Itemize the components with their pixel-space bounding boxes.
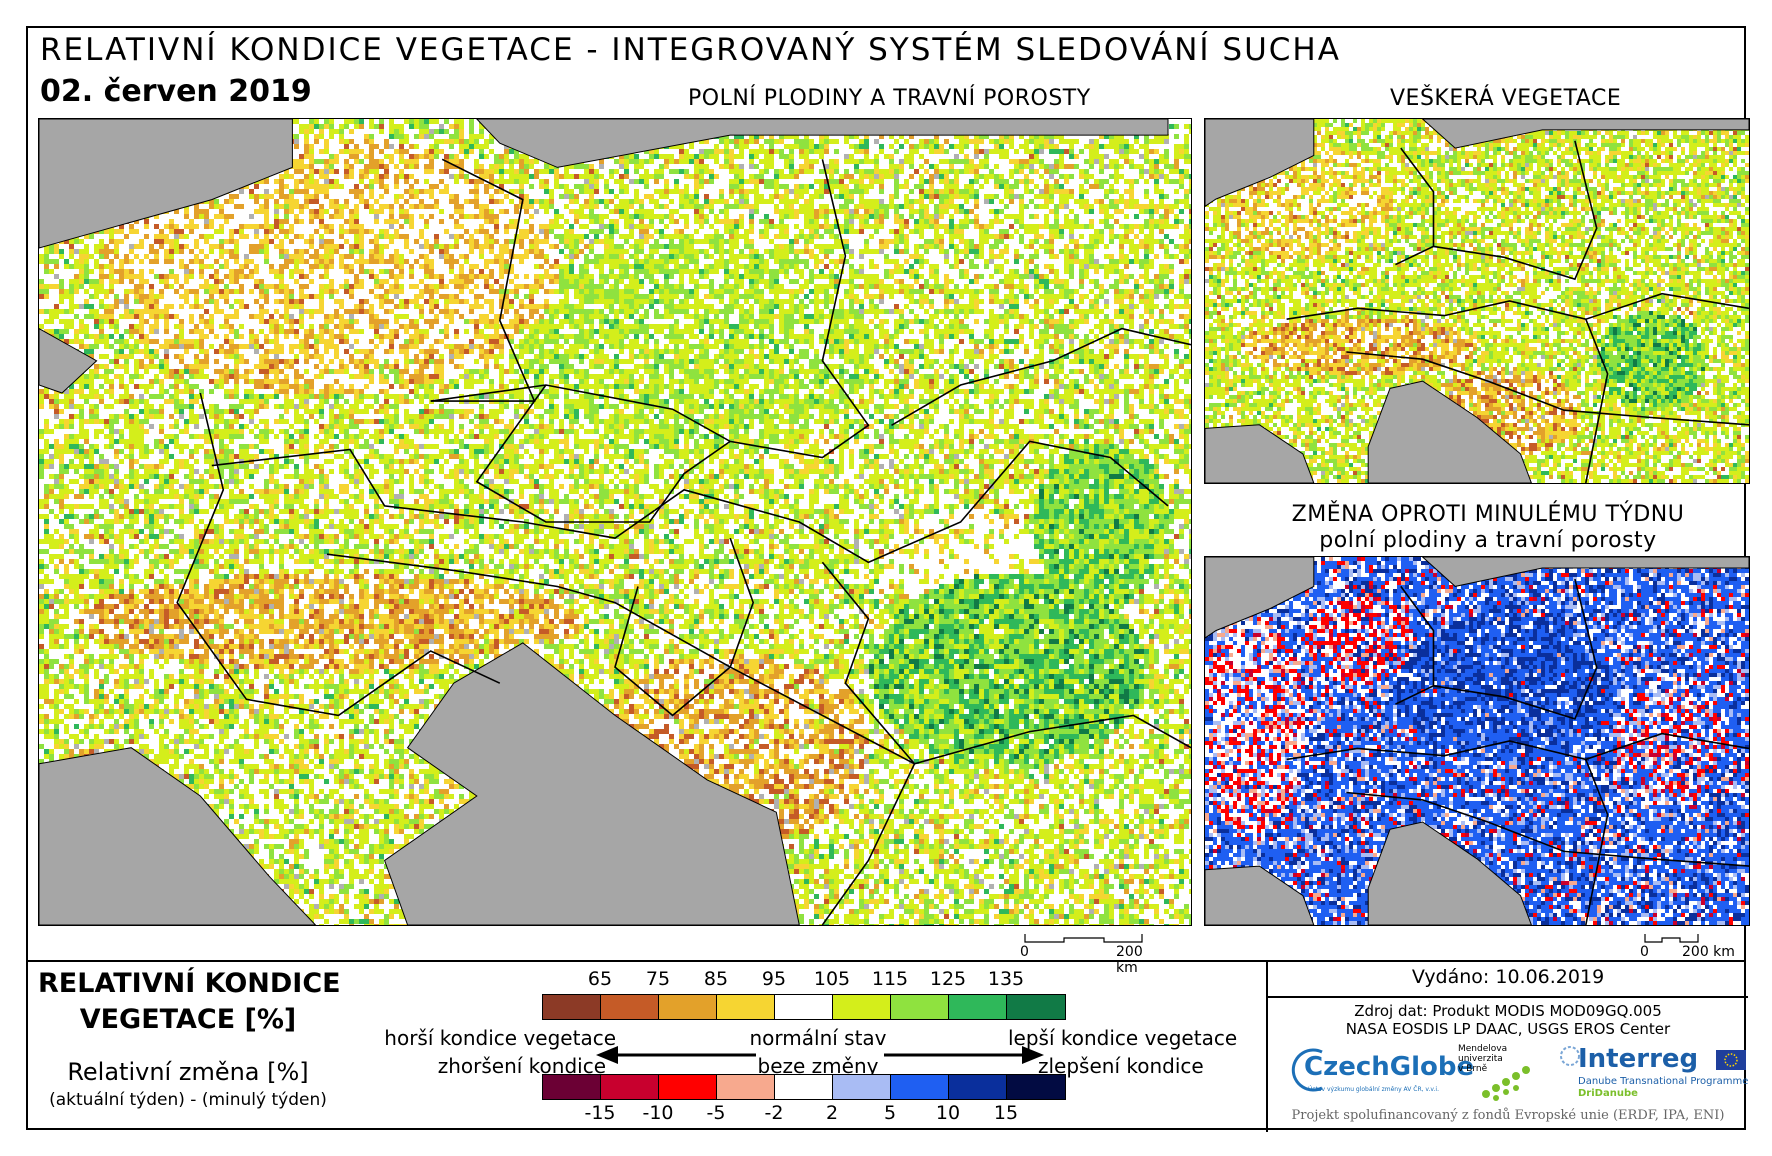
change-color-scale: [542, 1074, 1066, 1100]
condition-swatch: [659, 995, 717, 1019]
map-frame: RELATIVNÍ KONDICE VEGETACE - INTEGROVANÝ…: [26, 26, 1746, 1130]
main-condition-map: [38, 118, 1192, 926]
weekly-change-title: ZMĚNA OPROTI MINULÉMU TÝDNU: [1288, 502, 1688, 527]
legend-divider: [28, 960, 1744, 962]
weekly-change-map: [1204, 556, 1750, 926]
change-swatch: [949, 1075, 1007, 1099]
condition-swatch: [1007, 995, 1065, 1019]
condition-tick-label: 115: [860, 968, 920, 990]
main-title: RELATIVNÍ KONDICE VEGETACE - INTEGROVANÝ…: [40, 32, 1341, 68]
main-map-title: POLNÍ PLODINY A TRAVNÍ POROSTY: [688, 86, 948, 111]
change-swatch: [833, 1075, 891, 1099]
eu-funding-footer: Projekt spolufinancovaný z fondů Evropsk…: [1268, 1108, 1748, 1123]
change-swatch: [775, 1075, 833, 1099]
change-legend-title: Relativní změna [%]: [38, 1058, 338, 1086]
all-vegetation-map: [1204, 118, 1750, 484]
change-swatch: [1007, 1075, 1065, 1099]
small-scale-end: 200 km: [1682, 944, 1735, 960]
arrow-right-icon: [884, 1044, 1044, 1066]
condition-swatch: [891, 995, 949, 1019]
change-swatch: [543, 1075, 601, 1099]
main-scale-bar: 0 200 km: [1018, 932, 1148, 958]
legend-title-line2: VEGETACE [%]: [38, 1002, 338, 1038]
data-source-line2: NASA EOSDIS LP DAAC, USGS EROS Center: [1268, 1020, 1748, 1038]
change-tick-label: 10: [918, 1102, 978, 1124]
data-source-line1: Zdroj dat: Produkt MODIS MOD09GQ.005: [1268, 1002, 1748, 1020]
condition-swatch: [543, 995, 601, 1019]
change-swatch: [659, 1075, 717, 1099]
better-change-label: zlepšení kondice: [1038, 1054, 1258, 1078]
condition-swatch: [949, 995, 1007, 1019]
weekly-change-subtitle: polní plodiny a travní porosty: [1288, 528, 1688, 553]
change-tick-label: -2: [744, 1102, 804, 1124]
condition-tick-label: 85: [686, 968, 746, 990]
info-separator: [1268, 996, 1748, 998]
issued-date: Vydáno: 10.06.2019: [1268, 966, 1748, 988]
condition-tick-label: 95: [744, 968, 804, 990]
change-tick-label: -10: [628, 1102, 688, 1124]
worse-condition-label: horší kondice vegetace: [378, 1026, 616, 1050]
arrow-left-icon: [596, 1044, 756, 1066]
condition-tick-label: 135: [976, 968, 1036, 990]
condition-tick-label: 105: [802, 968, 862, 990]
small-scale-bar: 0 200 km: [1638, 932, 1748, 958]
small-scale-start: 0: [1640, 944, 1649, 960]
condition-swatch: [717, 995, 775, 1019]
change-swatch: [891, 1075, 949, 1099]
date-label: 02. červen 2019: [40, 74, 312, 109]
change-legend-note: (aktuální týden) - (minulý týden): [38, 1090, 338, 1110]
mendel-university-logo: Mendelova univerzita v Brně: [1458, 1044, 1538, 1104]
legend-title-line1: RELATIVNÍ KONDICE: [38, 966, 338, 1002]
better-condition-label: lepší kondice vegetace: [1008, 1026, 1248, 1050]
czechglobe-logo: CzechGlobe Ústav výzkumu globální změny …: [1288, 1042, 1448, 1098]
condition-color-scale: [542, 994, 1066, 1020]
change-tick-label: 15: [976, 1102, 1036, 1124]
eu-flag-icon: [1716, 1050, 1746, 1070]
interreg-logo: Interreg Danube Transnational Programme …: [1558, 1044, 1748, 1104]
change-swatch: [601, 1075, 659, 1099]
condition-swatch: [775, 995, 833, 1019]
scale-start: 0: [1020, 944, 1029, 960]
condition-swatch: [601, 995, 659, 1019]
condition-tick-label: 75: [628, 968, 688, 990]
condition-tick-label: 65: [570, 968, 630, 990]
condition-swatch: [833, 995, 891, 1019]
change-tick-label: 5: [860, 1102, 920, 1124]
condition-tick-label: 125: [918, 968, 978, 990]
change-swatch: [717, 1075, 775, 1099]
change-tick-label: 2: [802, 1102, 862, 1124]
all-vegetation-title: VEŠKERÁ VEGETACE: [1390, 86, 1590, 111]
change-tick-label: -5: [686, 1102, 746, 1124]
change-tick-label: -15: [570, 1102, 630, 1124]
